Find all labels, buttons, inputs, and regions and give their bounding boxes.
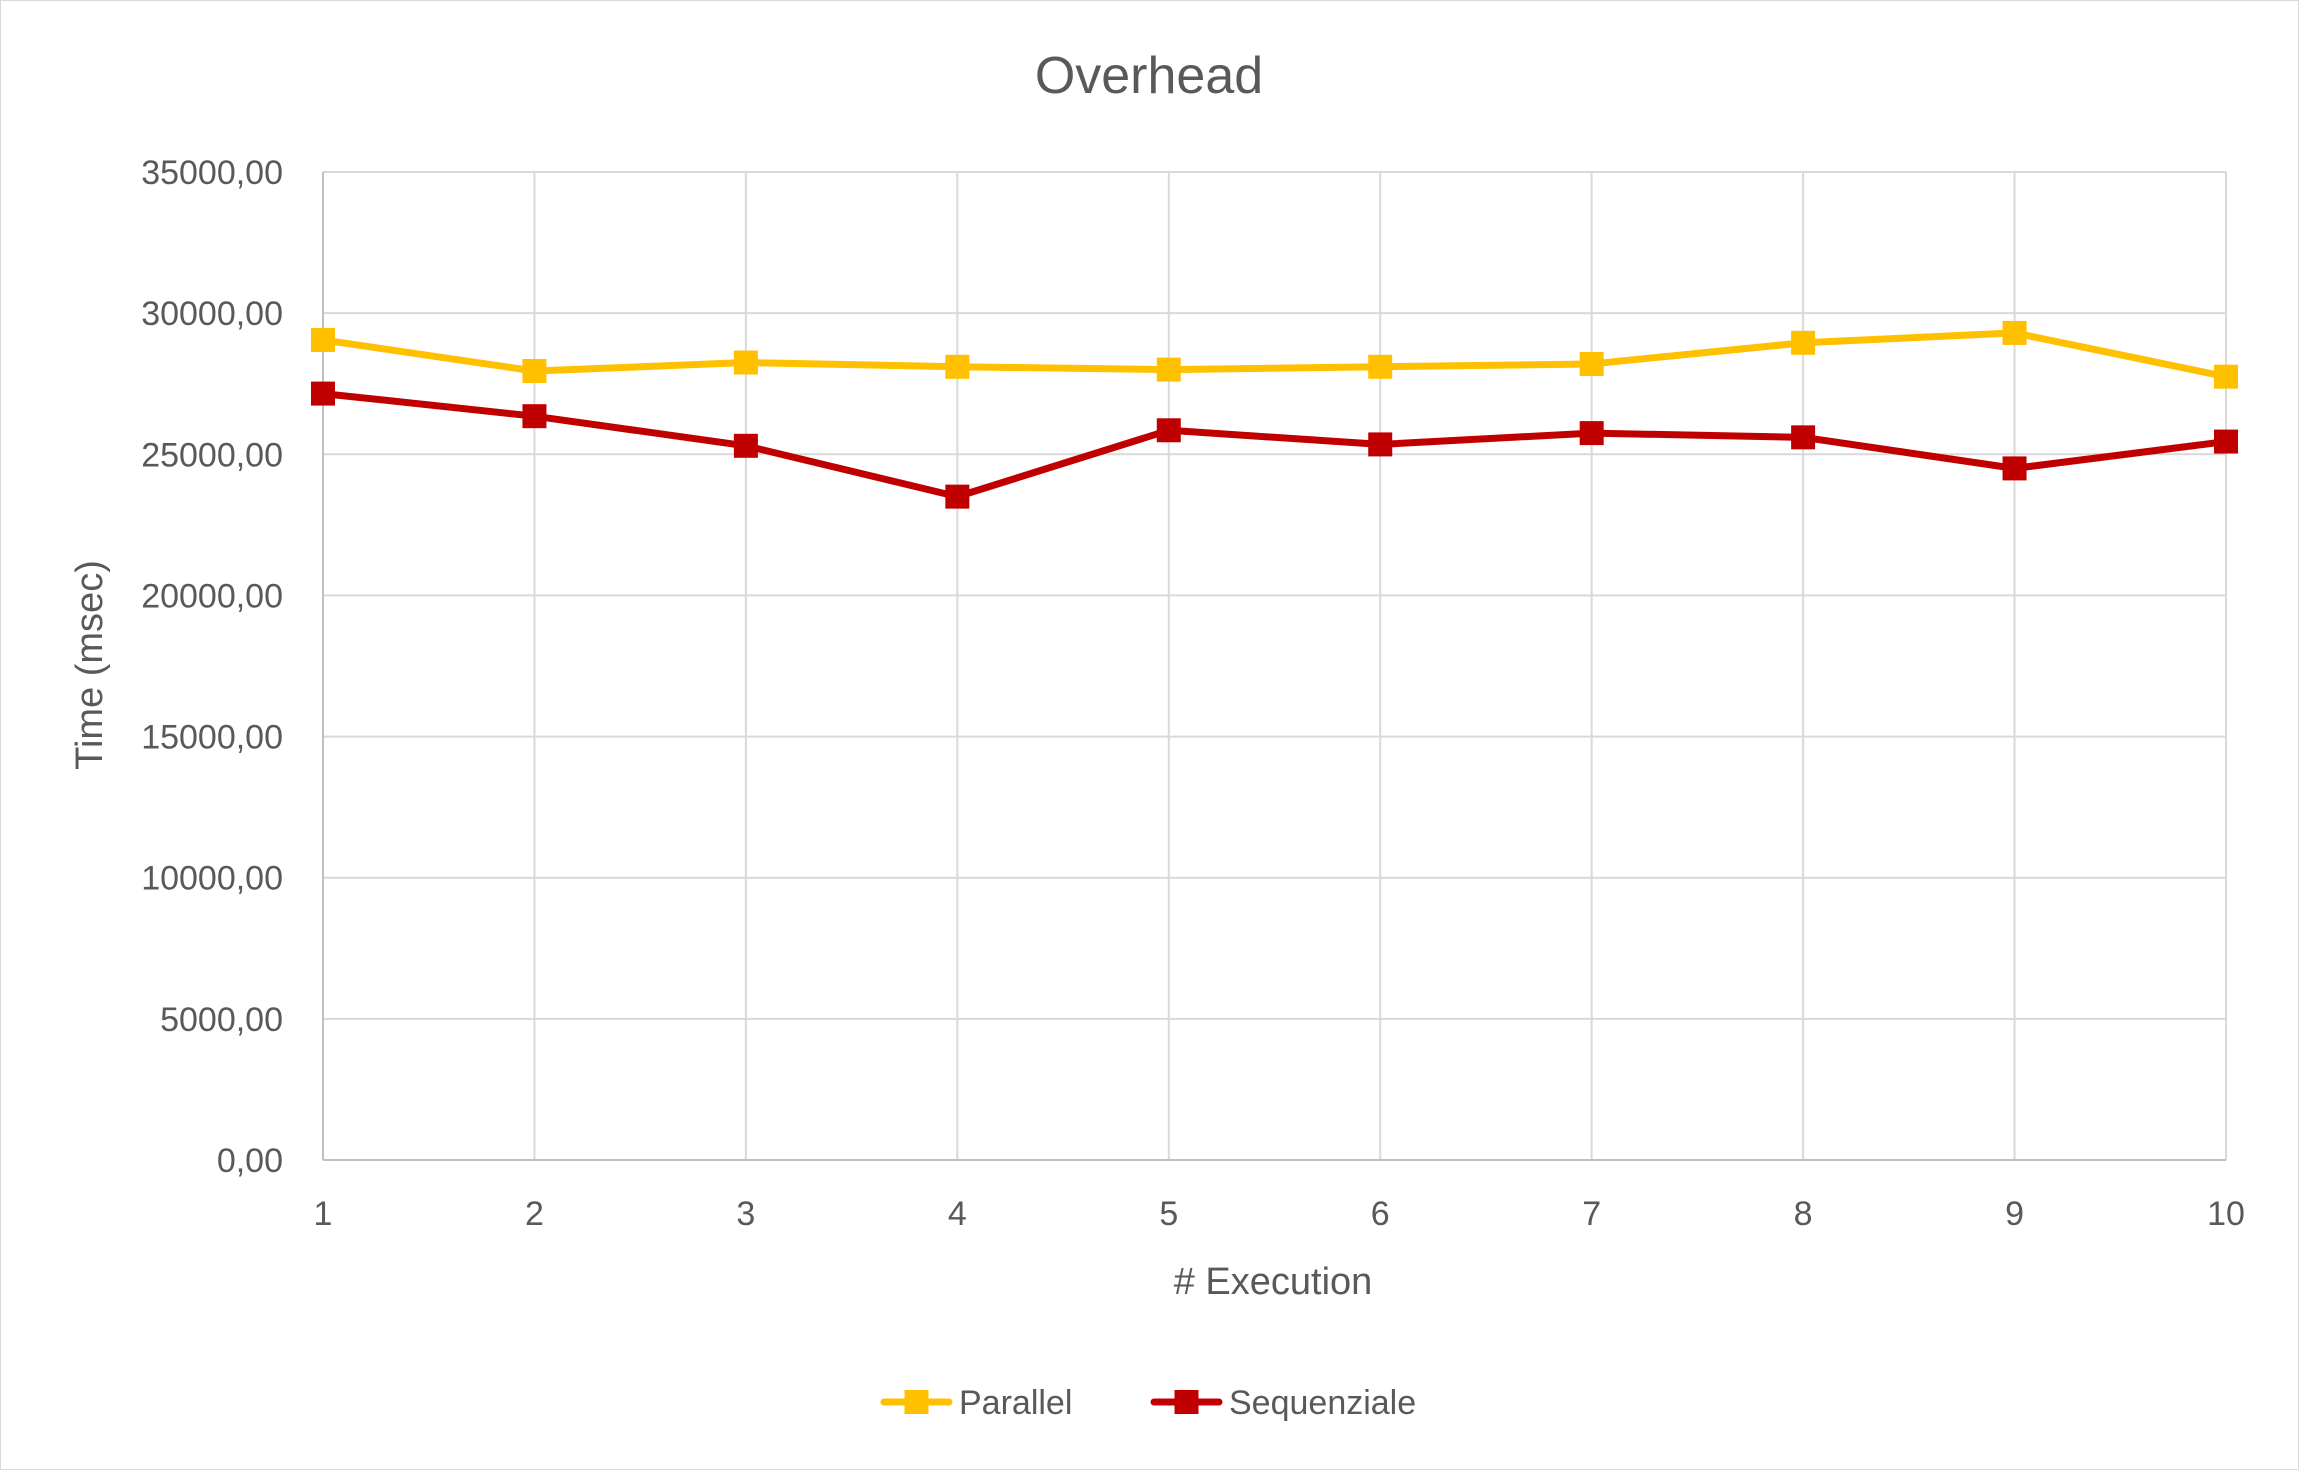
data-point-marker <box>1368 354 1393 379</box>
y-axis-title: Time (msec) <box>69 560 111 770</box>
y-tick-labels: 0,00 5000,00 10000,00 15000,00 20000,00 25000… <box>141 154 283 1180</box>
x-tick-label: 2 <box>525 1195 544 1233</box>
data-point-marker <box>1156 357 1181 382</box>
legend: Parallel Sequenziale <box>880 1384 1416 1422</box>
axes <box>322 172 2226 1161</box>
y-tick-label: 15000,00 <box>141 719 283 757</box>
data-point-marker <box>945 484 970 509</box>
data-point-marker <box>1579 351 1604 376</box>
legend-item-parallel: Parallel <box>880 1384 1072 1422</box>
x-tick-label: 3 <box>736 1195 755 1233</box>
data-point-marker <box>1791 425 1816 450</box>
y-tick-label: 35000,00 <box>141 154 283 192</box>
x-tick-label: 5 <box>1159 1195 1178 1233</box>
series <box>311 320 2238 509</box>
series-parallel <box>311 320 2238 389</box>
y-tick-label: 0,00 <box>217 1142 283 1180</box>
chart-title: Overhead <box>1035 47 1263 105</box>
y-tick-label: 10000,00 <box>141 860 283 898</box>
x-tick-label: 4 <box>948 1195 967 1233</box>
data-point-marker <box>1368 432 1393 457</box>
data-point-marker <box>2214 429 2238 454</box>
y-tick-label: 20000,00 <box>141 577 283 615</box>
data-point-marker <box>522 359 547 384</box>
x-axis-title: # Execution <box>1174 1261 1373 1303</box>
series-line <box>319 390 2230 501</box>
data-point-marker <box>733 433 758 458</box>
data-point-marker <box>311 381 335 406</box>
gridlines <box>323 171 2227 1160</box>
data-point-marker <box>2002 456 2027 481</box>
y-tick-label: 25000,00 <box>141 436 283 474</box>
data-point-marker <box>522 404 547 429</box>
data-point-marker <box>1156 418 1181 443</box>
x-tick-label: 6 <box>1371 1195 1390 1233</box>
x-tick-label: 7 <box>1582 1195 1601 1233</box>
data-point-marker <box>733 350 758 375</box>
data-point-marker <box>311 327 335 352</box>
legend-swatch-marker <box>1174 1390 1199 1414</box>
legend-label: Parallel <box>959 1384 1072 1422</box>
legend-item-sequenziale: Sequenziale <box>1150 1384 1416 1422</box>
series-sequenziale <box>311 381 2238 509</box>
x-tick-label: 10 <box>2207 1195 2245 1233</box>
data-point-marker <box>1579 421 1604 446</box>
data-point-marker <box>2214 364 2238 389</box>
data-point-marker <box>945 354 970 379</box>
y-tick-label: 30000,00 <box>141 295 283 333</box>
x-tick-label: 9 <box>2005 1195 2024 1233</box>
legend-swatch-marker <box>904 1390 929 1414</box>
series-line <box>319 329 2230 381</box>
x-tick-label: 1 <box>314 1195 333 1233</box>
y-tick-label: 5000,00 <box>160 1001 283 1039</box>
x-tick-labels: 1 2 3 4 5 6 7 8 9 10 <box>314 1195 2245 1233</box>
data-point-marker <box>2002 320 2027 345</box>
x-tick-label: 8 <box>1794 1195 1813 1233</box>
data-point-marker <box>1791 330 1816 355</box>
legend-label: Sequenziale <box>1229 1384 1416 1422</box>
